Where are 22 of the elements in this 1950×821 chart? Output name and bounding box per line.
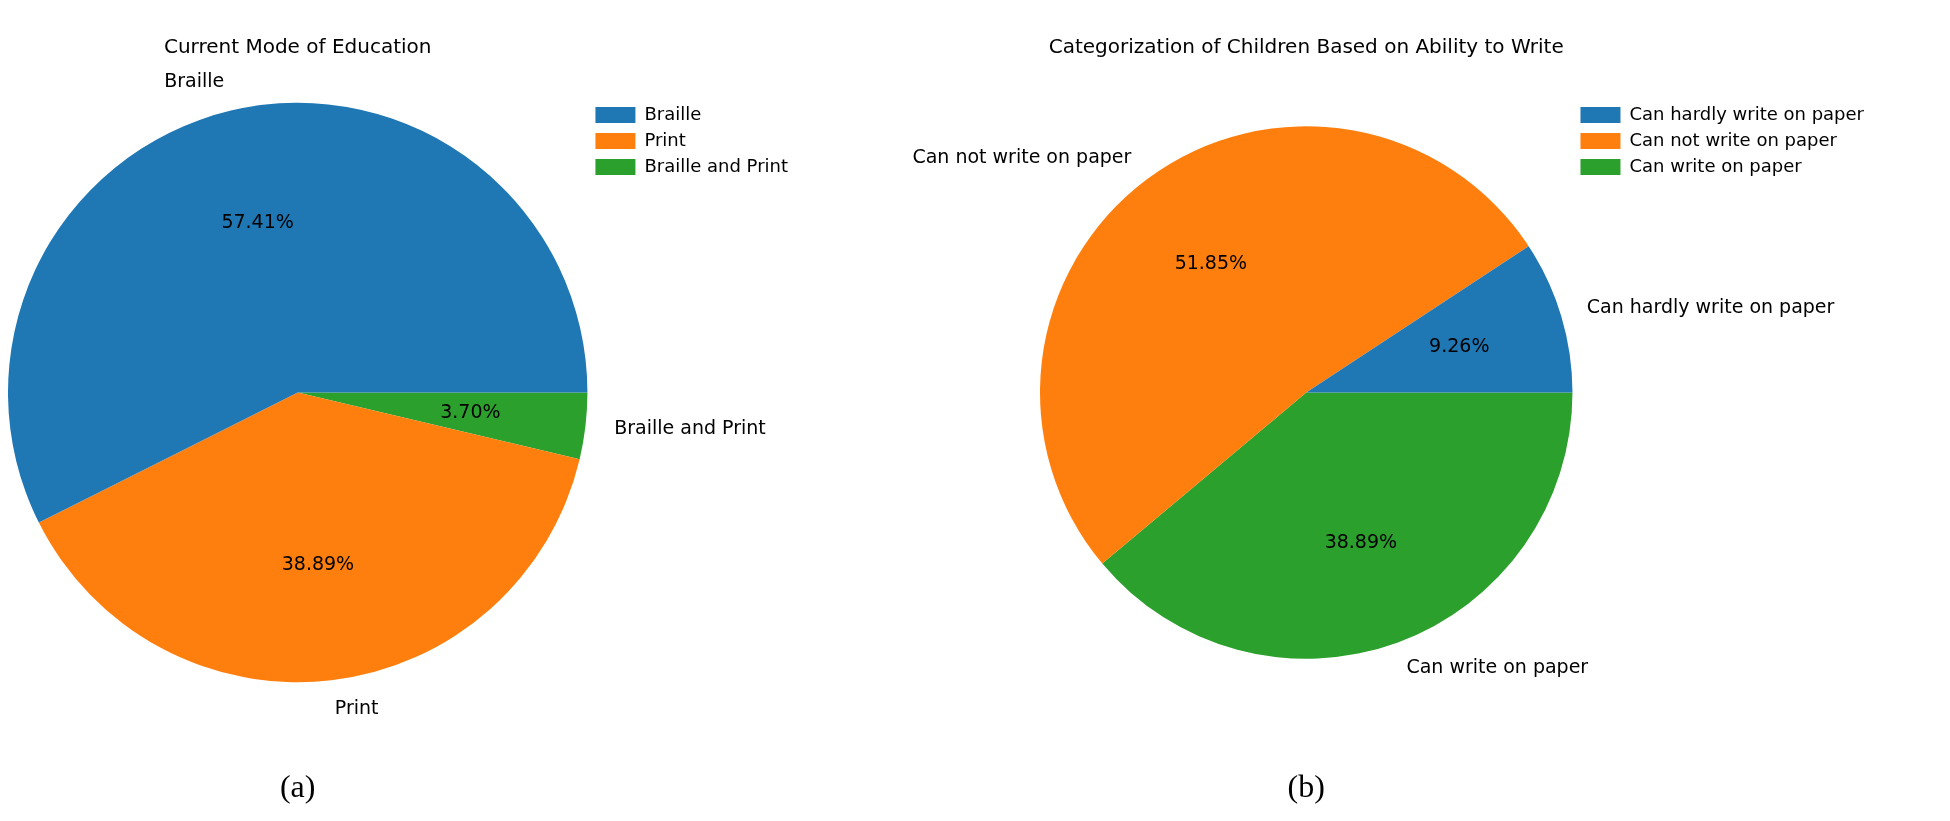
slice-label: Can hardly write on paper [1586,295,1835,318]
slice-label: Braille [164,69,225,92]
slice-label: Print [334,695,379,718]
chart-title: Categorization of Children Based on Ability to Write [1048,34,1564,59]
slice-label: Can not write on paper [912,144,1132,167]
legend-label: Can hardly write on paper [1629,102,1865,124]
legend-label: Print [644,128,686,150]
legend-label: Can not write on paper [1629,128,1838,150]
data-label: 3.70% [440,399,501,422]
text: (a) [279,768,316,805]
data-label: 9.26% [1429,333,1490,356]
text: (b) [1287,768,1325,805]
data-label: 51.85% [1174,251,1248,274]
legend-label: Can write on paper [1629,154,1803,176]
slice-label: Braille and Print [614,416,766,439]
legend-label: Braille and Print [644,154,789,176]
data-label: 57.41% [221,210,294,233]
data-label: 38.89% [281,552,355,575]
data-label: 38.89% [1324,529,1398,552]
legend-label: Braille [644,102,702,124]
slice-label: Can write on paper [1406,654,1589,677]
chart-title: Current Mode of Education [163,34,432,59]
